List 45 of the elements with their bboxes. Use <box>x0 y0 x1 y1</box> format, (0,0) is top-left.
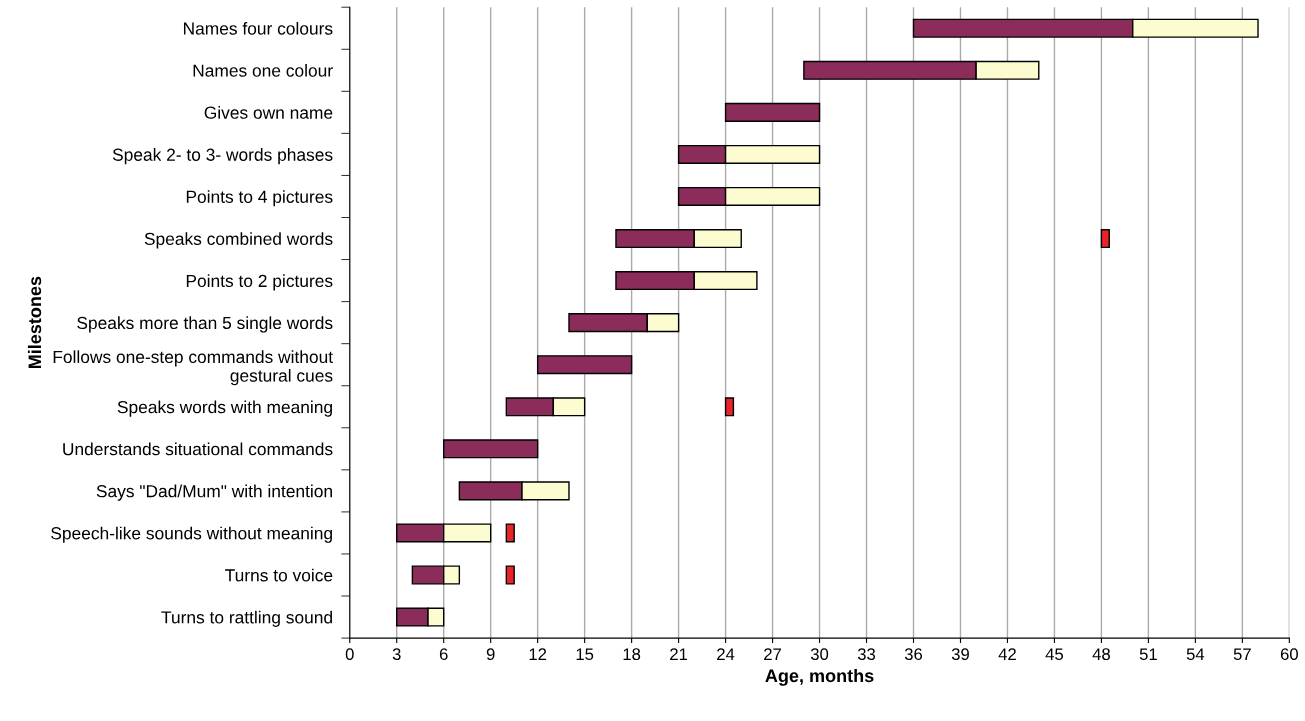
y-tick-label: Points to 4 pictures <box>186 190 333 207</box>
y-tick-label: Turns to voice <box>225 568 333 582</box>
y-tick-label: Speaks words with meaning <box>117 400 332 417</box>
x-tick-label: 6 <box>439 648 448 661</box>
bar <box>724 102 821 122</box>
bar <box>724 397 735 417</box>
x-axis-title: Age, months <box>765 668 874 686</box>
x-tick-label: 3 <box>392 648 401 661</box>
y-tick-label: Gives own name <box>204 106 333 119</box>
x-tick-label: 48 <box>1092 648 1110 661</box>
y-tick-label: Understands situational commands <box>63 442 333 456</box>
x-tick-label: 33 <box>857 648 876 661</box>
x-tick-label: 57 <box>1233 648 1251 661</box>
x-tick-label: 15 <box>576 648 594 661</box>
x-tick-label: 21 <box>670 648 688 660</box>
x-tick-label: 60 <box>1280 648 1298 661</box>
y-tick-label: Speak 2- to 3- words phases <box>112 148 333 165</box>
y-tick-label: Speaks combined words <box>144 232 333 249</box>
y-tick-label: Speech-like sounds without meaning <box>51 526 332 543</box>
y-tick-label: Names four colours <box>183 21 333 35</box>
bar <box>443 439 539 459</box>
x-tick-label: 30 <box>810 648 829 661</box>
bar <box>536 355 633 375</box>
y-tick-label: Turns to rattling sound <box>161 610 332 627</box>
x-tick-label: 42 <box>998 648 1016 660</box>
x-tick-label: 18 <box>623 648 641 661</box>
x-tick-label: 51 <box>1139 648 1157 661</box>
x-tick-label: 45 <box>1045 648 1064 661</box>
y-tick-label: Names one colour <box>193 64 333 77</box>
y-tick-label: Points to 2 pictures <box>186 274 333 291</box>
y-tick-label: Follows one-step commands without gestural cues <box>53 350 333 386</box>
x-tick-label: 0 <box>345 648 354 661</box>
x-tick-label: 39 <box>951 648 969 661</box>
x-tick-label: 9 <box>486 648 495 661</box>
x-tick-label: 36 <box>904 648 923 661</box>
x-tick-label: 54 <box>1186 648 1205 661</box>
bar <box>505 565 515 585</box>
x-tick-label: 12 <box>529 648 547 660</box>
x-tick-label: 27 <box>764 648 781 660</box>
bar <box>1100 229 1110 249</box>
y-tick-label: Speaks more than 5 single words <box>77 316 333 333</box>
bar <box>505 523 515 543</box>
y-axis-title: Milestones <box>27 276 42 369</box>
y-tick-label: Says "Dad/Mum" with intention <box>96 484 332 501</box>
x-tick-label: 24 <box>717 648 735 660</box>
